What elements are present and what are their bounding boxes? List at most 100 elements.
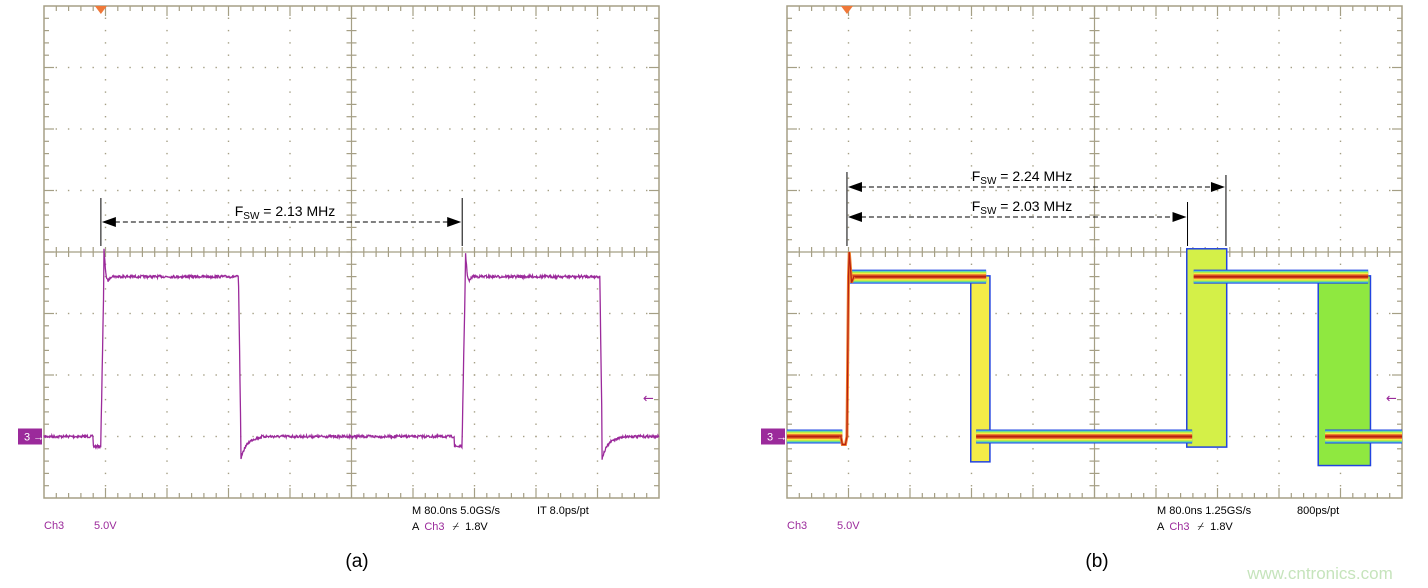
grid-dot xyxy=(596,128,599,130)
grid-dot xyxy=(301,128,303,130)
grid-dot xyxy=(609,189,611,192)
grid-dot xyxy=(104,325,107,327)
grid-dot xyxy=(227,140,230,142)
grid-dot xyxy=(835,66,837,69)
transition-band xyxy=(971,276,990,462)
grid-dot xyxy=(535,128,537,130)
grid-dot xyxy=(227,398,230,401)
grid-dot xyxy=(1130,128,1133,130)
grid-dot xyxy=(338,312,340,315)
grid-dot xyxy=(473,435,476,438)
grid-dot xyxy=(1032,325,1034,327)
fsw-label-2: FSW = 2.03 MHz xyxy=(972,198,1073,217)
grid-dot xyxy=(633,189,636,192)
grid-dot xyxy=(227,374,230,376)
grid-dot xyxy=(1032,103,1034,106)
channel-marker-label: 3 → xyxy=(24,432,44,444)
grid-dot xyxy=(535,152,537,155)
grid-dot xyxy=(424,128,426,130)
grid-dot xyxy=(1179,374,1182,376)
grid-dot xyxy=(104,275,107,278)
grid-dot xyxy=(1229,374,1231,376)
grid-dot xyxy=(823,189,825,192)
grid-dot xyxy=(1327,189,1329,192)
grid-dot xyxy=(995,189,997,192)
grid-dot xyxy=(436,128,439,130)
grid-dot xyxy=(1155,91,1157,93)
grid-dot xyxy=(190,128,193,130)
grid-dot xyxy=(190,66,193,69)
grid-dot xyxy=(1081,189,1083,192)
grid-dot xyxy=(289,411,291,413)
grid-dot xyxy=(117,128,119,130)
grid-dot xyxy=(1339,54,1342,56)
grid-dot xyxy=(1155,103,1157,106)
grid-dot xyxy=(166,460,168,462)
grid-dot xyxy=(313,66,316,69)
grid-dot xyxy=(1290,128,1292,130)
grid-dot xyxy=(1155,423,1157,425)
grid-dot xyxy=(596,116,599,118)
grid-dot xyxy=(596,325,599,327)
grid-dot xyxy=(215,435,217,438)
grid-dot xyxy=(252,312,254,315)
grid-dot xyxy=(1278,79,1280,81)
grid-dot xyxy=(909,485,911,487)
grid-dot xyxy=(1155,29,1157,32)
grid-dot xyxy=(535,374,537,376)
grid-dot xyxy=(1339,128,1342,130)
grid-dot xyxy=(1302,312,1305,315)
grid-dot xyxy=(646,128,648,130)
grid-dot xyxy=(909,362,911,364)
grid-dot xyxy=(535,202,537,204)
grid-dot xyxy=(80,66,82,69)
grid-dot xyxy=(473,79,476,81)
grid-dot xyxy=(289,226,291,229)
fsw-label: FSW = 2.13 MHz xyxy=(235,203,336,222)
grid-dot xyxy=(67,189,70,192)
grid-dot xyxy=(1155,152,1157,155)
grid-dot xyxy=(412,128,414,130)
grid-dot xyxy=(1278,239,1280,241)
grid-dot xyxy=(909,79,911,81)
grid-dot xyxy=(67,312,70,315)
grid-dot xyxy=(449,189,451,192)
grid-dot xyxy=(338,374,340,376)
grid-dot xyxy=(424,189,426,192)
grid-dot xyxy=(572,66,574,69)
scope-panel-a: 3 → ← FSW = 2.13 MHz Ch3 5.0V M 80.0ns 5.… xyxy=(18,5,660,572)
grid-dot xyxy=(166,411,168,413)
grid-dot xyxy=(1315,435,1317,438)
grid-dot xyxy=(1278,128,1280,130)
grid-dot xyxy=(1339,177,1342,179)
grid-dot xyxy=(166,226,168,229)
grid-dot xyxy=(1007,128,1010,130)
grid-dot xyxy=(289,300,291,302)
grid-dot xyxy=(412,54,414,56)
grid-dot xyxy=(190,189,193,192)
resolution-readout: IT 8.0ps/pt xyxy=(537,505,589,517)
grid-dot xyxy=(510,435,513,438)
grid-dot xyxy=(227,214,230,216)
grid-dot xyxy=(1032,42,1034,44)
grid-dot xyxy=(1032,337,1034,339)
grid-dot xyxy=(1032,17,1034,19)
grid-dot xyxy=(1155,386,1157,388)
grid-dot xyxy=(473,103,476,106)
grid-dot xyxy=(909,140,911,142)
grid-dot xyxy=(1339,79,1342,81)
grid-dot xyxy=(227,448,230,450)
grid-dot xyxy=(510,312,513,315)
grid-dot xyxy=(436,66,439,69)
grid-dot xyxy=(215,128,217,130)
grid-dot xyxy=(1155,300,1157,302)
grid-dot xyxy=(104,288,107,290)
grid-dot xyxy=(1143,189,1145,192)
grid-dot xyxy=(154,374,156,376)
grid-dot xyxy=(1032,202,1034,204)
grid-dot xyxy=(535,263,537,265)
grid-dot xyxy=(523,374,525,376)
grid-dot xyxy=(559,128,562,130)
grid-dot xyxy=(473,312,476,315)
